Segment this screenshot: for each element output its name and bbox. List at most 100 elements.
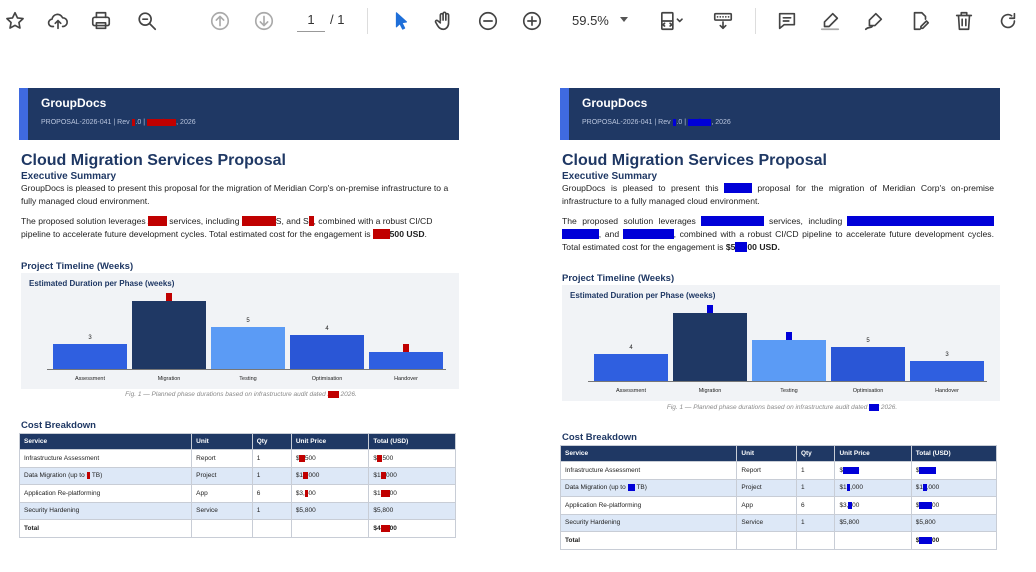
unit-price-cell: $19,000 xyxy=(834,478,912,497)
column-header: Total (USD) xyxy=(368,433,456,450)
chart-category-label: Optimisation xyxy=(311,376,343,382)
print-icon[interactable] xyxy=(86,6,116,36)
toolbar-divider xyxy=(367,8,368,34)
chart-x-axis xyxy=(588,381,987,382)
table-row: Application Re-platforming App 6 $3,500 $21,… xyxy=(559,496,998,515)
right-document-page: GroupDocs PROPOSAL-2026-041 | Rev 2.0 | … xyxy=(556,66,1036,556)
upload-cloud-icon[interactable] xyxy=(43,6,73,36)
sign-pen-icon[interactable] xyxy=(859,6,889,36)
timeline-heading: Project Timeline (Weeks) xyxy=(21,261,134,272)
chart-bar-handover xyxy=(910,360,984,381)
highlight-pen-icon[interactable] xyxy=(815,6,845,36)
unit-cell: Report xyxy=(736,461,797,480)
header-banner: GroupDocs PROPOSAL-2026-041 | Rev 1.0 | … xyxy=(19,88,459,140)
total-cell: $18,000 xyxy=(368,466,456,485)
viewer-toolbar: / 1 59.5% xyxy=(0,0,1036,42)
page-total: / 1 xyxy=(330,12,345,27)
next-page-icon[interactable] xyxy=(249,6,279,36)
table-row: Data Migration (up to 10 TB) Project 1 $19,… xyxy=(559,478,998,497)
search-icon[interactable] xyxy=(132,6,162,36)
chart-title: Estimated Duration per Phase (weeks) xyxy=(29,279,175,288)
intro-paragraph: GroupDocs is pleased to present this pro… xyxy=(21,183,449,206)
brand-name: GroupDocs xyxy=(582,96,648,110)
unit-price-cell: $3,400 xyxy=(290,484,370,503)
page-number-input[interactable] xyxy=(297,8,325,32)
trash-icon[interactable] xyxy=(949,6,979,36)
hand-tool-icon[interactable] xyxy=(429,6,459,36)
brand-name: GroupDocs xyxy=(41,96,107,110)
chart-category-label: Handover xyxy=(935,388,959,394)
left-document-page: GroupDocs PROPOSAL-2026-041 | Rev 1.0 | … xyxy=(15,66,495,556)
table-row: Security Hardening Service 1 $5,800 $5,800 xyxy=(559,513,998,532)
column-header: Service xyxy=(18,433,193,450)
qty-cell: 1 xyxy=(795,461,836,480)
solution-paragraph: The proposed solution leverages Microsof… xyxy=(562,216,994,252)
service-cell: Application Re-platforming xyxy=(559,496,738,515)
chart-bar-assessment xyxy=(53,343,127,369)
page-fit-icon[interactable] xyxy=(652,6,690,36)
total-cell: $5,800 xyxy=(368,501,456,520)
table-row: Security Hardening Service 1 $5,800 $5,800 xyxy=(18,501,456,520)
unit-cell: Service xyxy=(736,513,797,532)
total-label: Total xyxy=(18,519,193,538)
chart-value-label: 4 xyxy=(629,344,633,351)
total-cell: $4,500 xyxy=(368,449,456,468)
qty-cell: 1 xyxy=(251,466,292,485)
timeline-heading: Project Timeline (Weeks) xyxy=(562,273,675,284)
total-cell: $19,000 xyxy=(910,478,998,497)
previous-page-icon[interactable] xyxy=(205,6,235,36)
service-cell: Application Re-platforming xyxy=(18,484,193,503)
unit-price-cell: $18,000 xyxy=(290,466,370,485)
zoom-in-icon[interactable] xyxy=(517,6,547,36)
solution-paragraph: The proposed solution leverages AWS serv… xyxy=(21,216,433,239)
chart-bar-migration xyxy=(673,313,747,381)
chart-title: Estimated Duration per Phase (weeks) xyxy=(570,291,716,300)
cost-table: Service Unit Qty Unit Price Total (USD) Infra… xyxy=(559,445,998,550)
changed-value-marker xyxy=(786,332,792,341)
unit-cell: Service xyxy=(191,501,253,520)
chart-bar-migration xyxy=(132,301,206,369)
total-cell: $21,000 xyxy=(910,496,998,515)
cost-table: Service Unit Qty Unit Price Total (USD) Infra… xyxy=(18,433,456,538)
zoom-select[interactable]: 59.5% xyxy=(562,8,634,32)
chart-category-label: Assessment xyxy=(75,376,105,382)
total-cell: $5,000 xyxy=(910,461,998,480)
timeline-chart: Estimated Duration per Phase (weeks) 3 As… xyxy=(21,273,459,389)
chart-category-label: Testing xyxy=(780,388,798,394)
qty-cell: 1 xyxy=(795,478,836,497)
chart-bar-testing xyxy=(211,326,285,369)
chart-bar-handover xyxy=(369,352,443,369)
chart-category-label: Testing xyxy=(239,376,257,382)
proposal-meta: PROPOSAL-2026-041 | Rev 2.0 | April 02, … xyxy=(582,119,731,126)
service-cell: Infrastructure Assessment xyxy=(18,449,193,468)
qty-cell: 6 xyxy=(251,484,292,503)
unit-price-cell: $5,000 xyxy=(834,461,912,480)
edit-document-icon[interactable] xyxy=(905,6,935,36)
unit-cell: Project xyxy=(191,466,253,485)
service-cell: Infrastructure Assessment xyxy=(559,461,738,480)
chart-x-axis xyxy=(47,369,446,370)
chart-value-label: 5 xyxy=(246,317,250,324)
table-row: Infrastructure Assessment Report 1 $5,000 $5… xyxy=(559,461,998,480)
chart-bar-assessment xyxy=(594,353,668,381)
unit-cell: Report xyxy=(191,449,253,468)
chart-category-label: Migration xyxy=(157,376,181,382)
keyboard-scroll-icon[interactable] xyxy=(708,6,738,36)
changed-value-marker xyxy=(707,305,713,313)
pointer-tool-icon[interactable] xyxy=(386,6,416,36)
zoom-out-icon[interactable] xyxy=(473,6,503,36)
toolbar-divider xyxy=(755,8,756,34)
unit-cell: App xyxy=(736,496,797,515)
chart-caption: Fig. 1 — Planned phase durations based o… xyxy=(125,391,357,398)
cost-breakdown-heading: Cost Breakdown xyxy=(562,432,637,443)
unit-price-cell: $4,500 xyxy=(290,449,370,468)
chart-value-label: 3 xyxy=(88,334,92,341)
page-title: Cloud Migration Services Proposal xyxy=(21,152,286,169)
redo-icon[interactable] xyxy=(993,6,1023,36)
intro-paragraph: GroupDocs is pleased to present this rev… xyxy=(562,183,995,206)
table-row: Application Re-platforming App 6 $3,400 $16,… xyxy=(18,484,456,503)
qty-cell: 1 xyxy=(251,449,292,468)
star-icon[interactable] xyxy=(0,6,30,36)
comment-icon[interactable] xyxy=(772,6,802,36)
cost-breakdown-heading: Cost Breakdown xyxy=(21,420,96,431)
